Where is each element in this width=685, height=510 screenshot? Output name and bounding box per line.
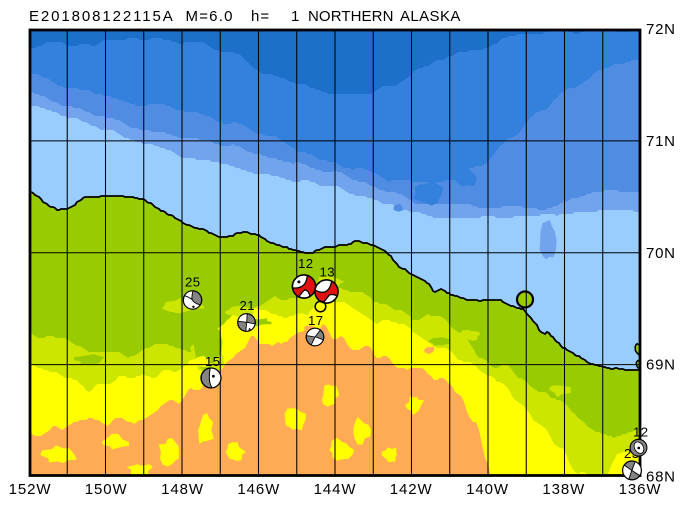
svg-text:E201808122115A: E201808122115A xyxy=(29,8,175,25)
svg-text:1: 1 xyxy=(291,8,299,25)
svg-text:142W: 142W xyxy=(390,481,433,498)
svg-text:150W: 150W xyxy=(85,481,128,498)
svg-text:140W: 140W xyxy=(466,481,509,498)
svg-text:15: 15 xyxy=(205,354,220,369)
svg-text:NORTHERN: NORTHERN xyxy=(308,8,394,25)
svg-text:ALASKA: ALASKA xyxy=(400,8,461,25)
svg-text:25: 25 xyxy=(185,275,200,290)
svg-text:17: 17 xyxy=(308,313,323,328)
svg-text:68N: 68N xyxy=(646,469,676,486)
svg-text:136W: 136W xyxy=(619,481,662,498)
svg-text:144W: 144W xyxy=(314,481,357,498)
svg-text:12: 12 xyxy=(633,425,648,440)
svg-text:71N: 71N xyxy=(646,133,676,150)
svg-text:h=: h= xyxy=(251,8,270,25)
svg-text:138W: 138W xyxy=(542,481,585,498)
svg-text:13: 13 xyxy=(320,265,335,280)
svg-text:12: 12 xyxy=(298,256,313,271)
svg-text:152W: 152W xyxy=(9,481,52,498)
svg-text:69N: 69N xyxy=(646,357,676,374)
svg-text:148W: 148W xyxy=(161,481,204,498)
svg-text:70N: 70N xyxy=(646,245,676,262)
svg-text:M=6.0: M=6.0 xyxy=(186,8,234,25)
svg-text:72N: 72N xyxy=(646,21,676,38)
svg-text:146W: 146W xyxy=(237,481,280,498)
svg-text:21: 21 xyxy=(240,298,255,313)
